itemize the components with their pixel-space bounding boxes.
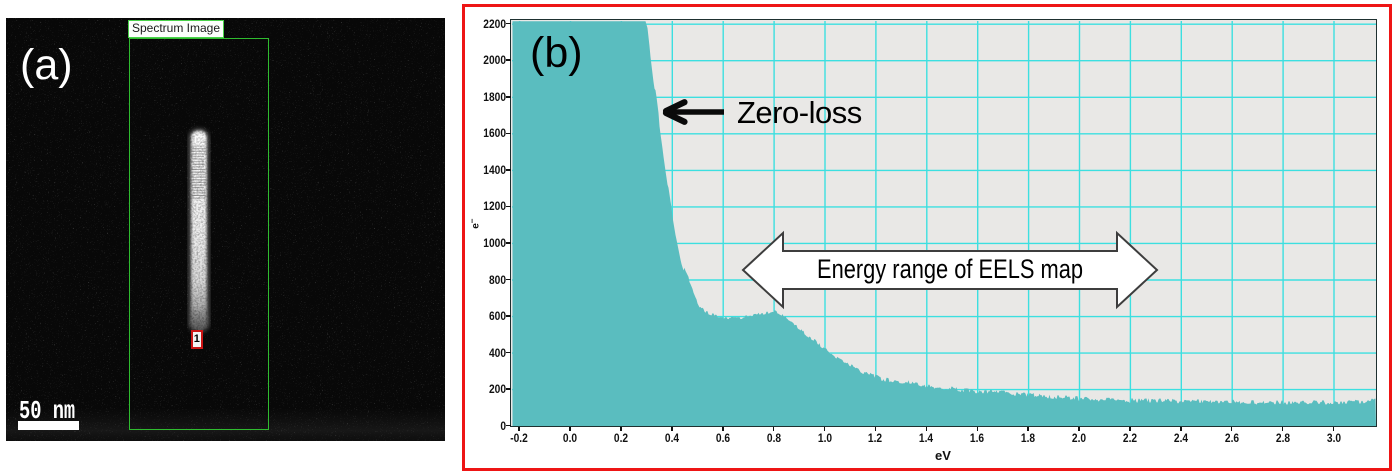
- svg-text:Energy range of EELS map: Energy range of EELS map: [817, 254, 1083, 284]
